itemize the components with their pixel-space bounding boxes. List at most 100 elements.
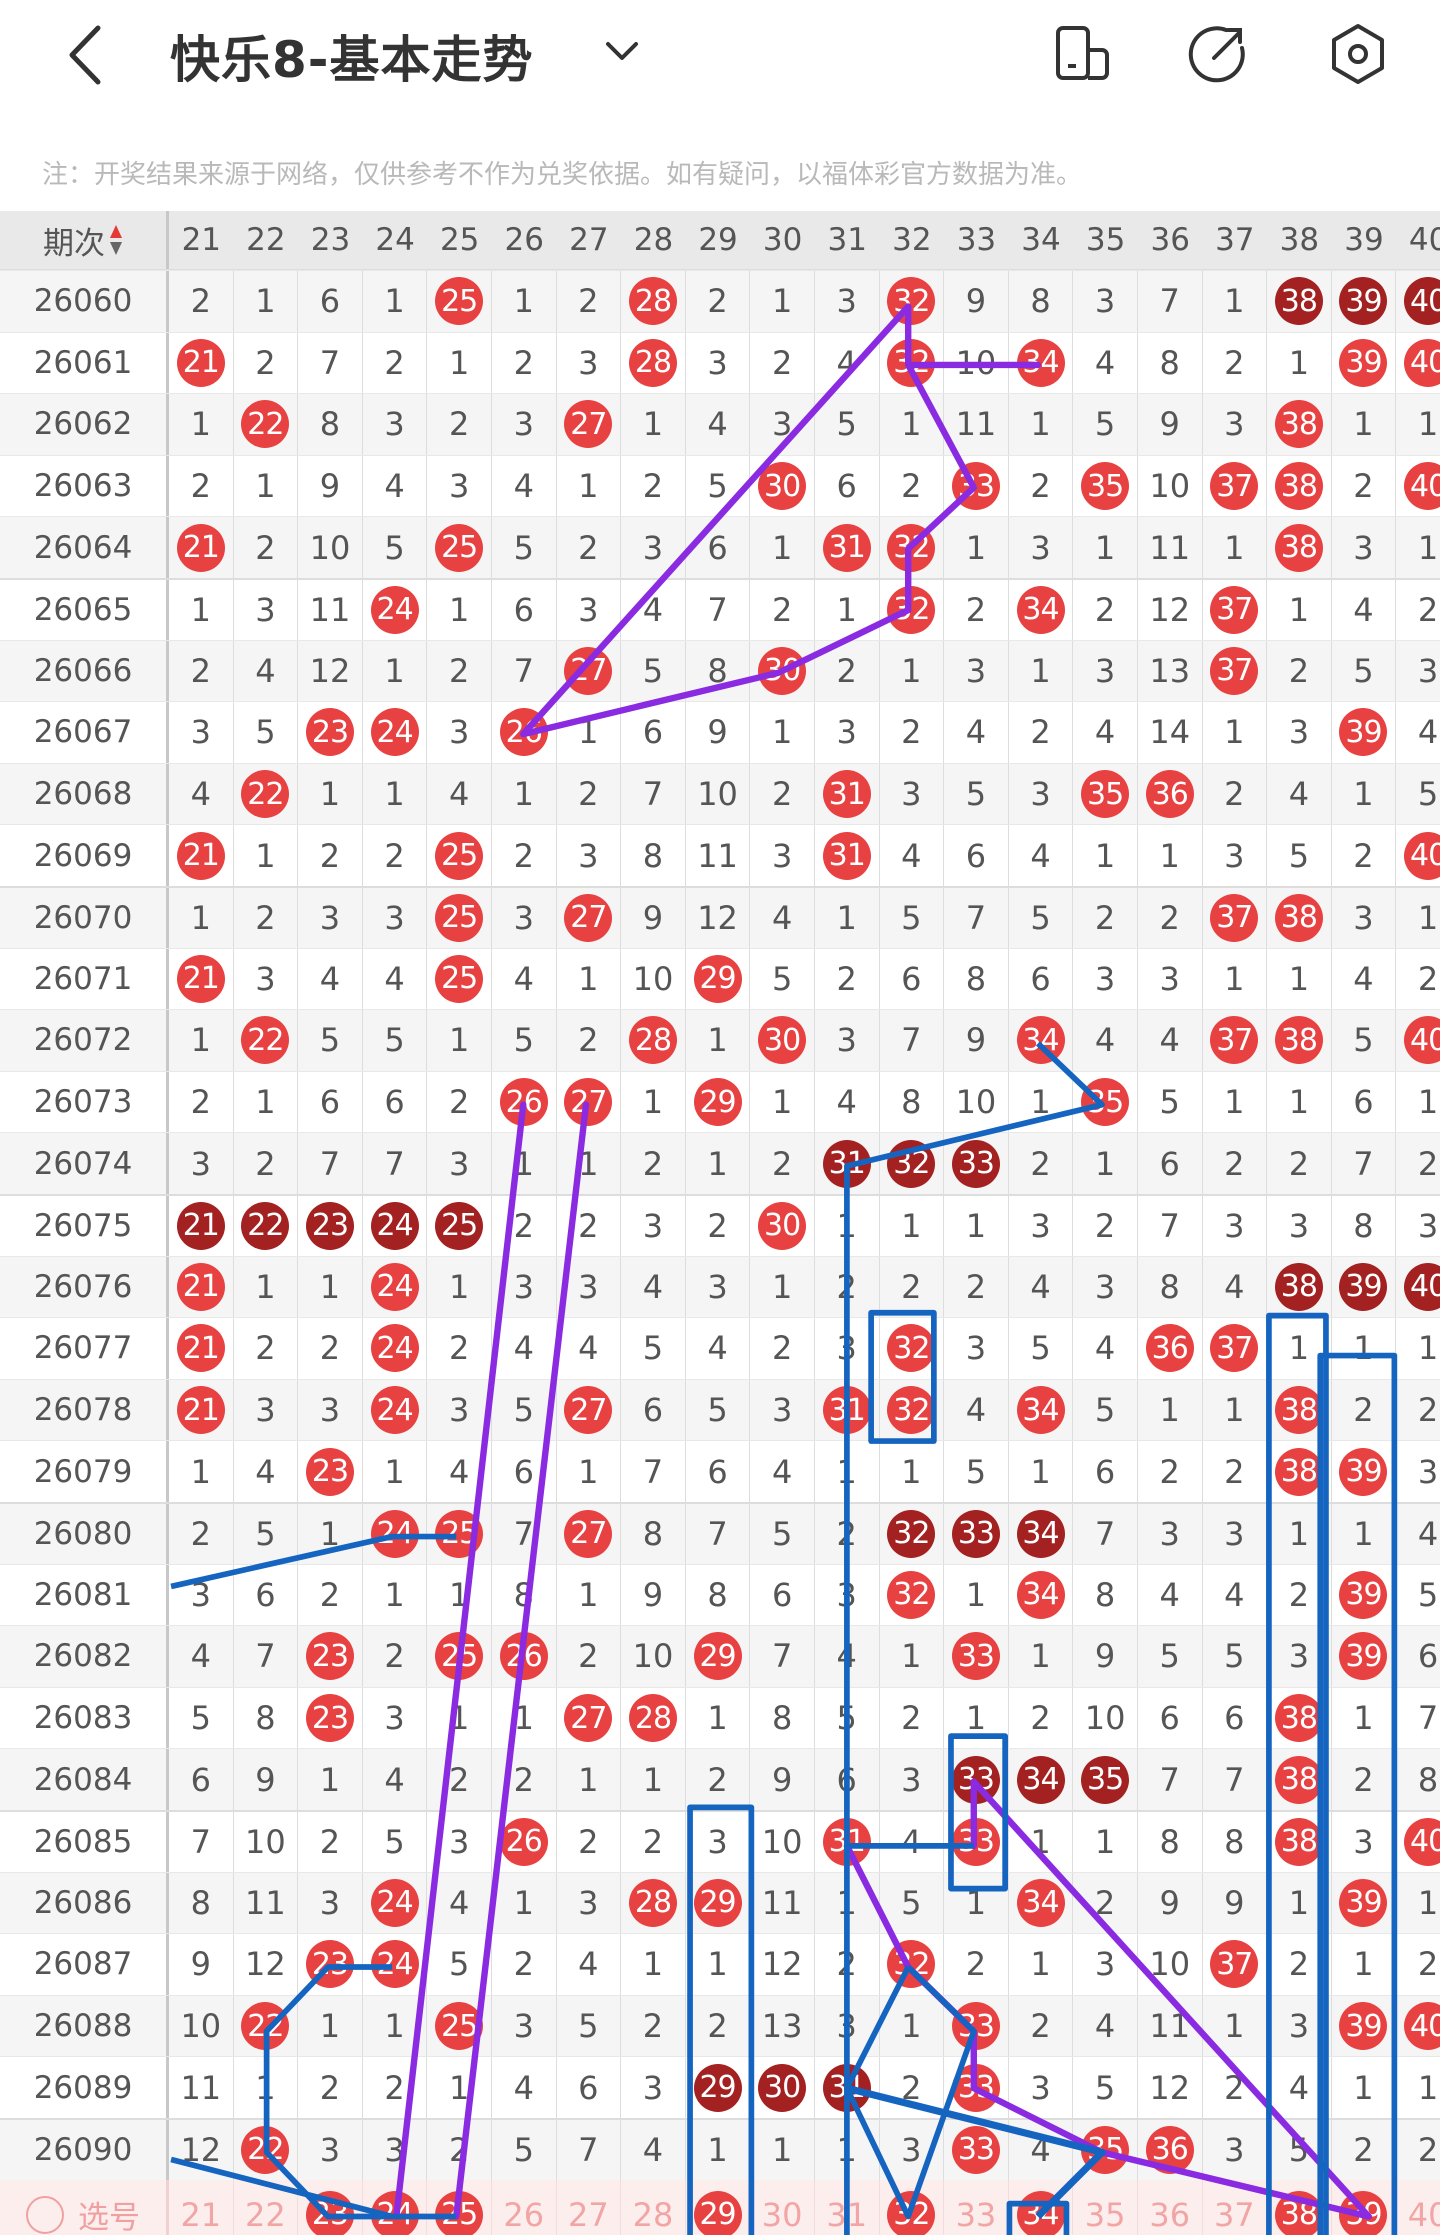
select-number-cell[interactable]: 21 (169, 2179, 234, 2235)
selected-number-ball[interactable]: 34 (1016, 2190, 1065, 2235)
select-number[interactable]: 37 (1213, 2195, 1255, 2234)
select-number-cell[interactable]: 26 (492, 2179, 557, 2235)
select-number[interactable]: 33 (955, 2195, 997, 2234)
select-number-cell[interactable]: 40 (1396, 2180, 1440, 2235)
miss-count: 1 (190, 898, 211, 937)
select-number-cell[interactable]: 38 (1267, 2179, 1332, 2235)
selected-number-ball[interactable]: 29 (693, 2190, 742, 2235)
select-number-cell[interactable]: 28 (621, 2179, 686, 2235)
select-number-cell[interactable]: 31 (815, 2179, 880, 2235)
select-number-cell[interactable]: 30 (750, 2179, 815, 2235)
table-cell: 27 (557, 1071, 622, 1133)
table-cell: 2 (1073, 580, 1138, 640)
miss-count: 1 (965, 1206, 987, 1245)
hit-ball: 23 (305, 708, 354, 757)
select-number[interactable]: 27 (568, 2195, 609, 2234)
period-number: 26088 (0, 1995, 169, 2057)
miss-count: 2 (771, 1329, 793, 1368)
table-cell: 40 (1396, 1010, 1440, 1071)
miss-count: 9 (642, 1575, 664, 1614)
select-number[interactable]: 30 (761, 2195, 803, 2234)
table-cell: 24 (363, 1872, 428, 1934)
table-cell: 4 (1267, 2057, 1332, 2118)
select-number-cell[interactable]: 25 (427, 2179, 492, 2235)
selected-number-ball[interactable]: 38 (1274, 2190, 1323, 2235)
share-button[interactable] (1186, 22, 1250, 86)
select-number-cell[interactable]: 33 (944, 2179, 1009, 2235)
select-number-cell[interactable]: 35 (1073, 2179, 1138, 2235)
layout-button[interactable] (1052, 22, 1116, 86)
miss-count: 3 (1159, 1514, 1180, 1553)
table-cell: 36 (1138, 2120, 1203, 2180)
table-cell: 4 (169, 1626, 234, 1687)
table-cell: 9 (944, 1010, 1009, 1071)
select-number-cell[interactable]: 23 (298, 2179, 363, 2235)
selected-number-ball[interactable]: 23 (305, 2190, 354, 2235)
table-cell: 7 (750, 1626, 815, 1687)
hit-ball: 33 (951, 2125, 1000, 2174)
table-cell: 4 (1073, 332, 1138, 394)
table-cell: 3 (1009, 517, 1074, 578)
select-number[interactable]: 36 (1149, 2195, 1191, 2234)
select-number-cell[interactable]: 36 (1138, 2179, 1203, 2235)
select-number[interactable]: 35 (1084, 2195, 1126, 2234)
lottery-dropdown[interactable] (600, 32, 644, 72)
selected-number-ball[interactable]: 24 (370, 2190, 419, 2235)
hit-ball: 34 (1016, 1016, 1065, 1065)
select-radio-icon[interactable] (26, 2195, 64, 2234)
miss-count: 1 (578, 1452, 599, 1491)
miss-count: 8 (642, 1514, 664, 1553)
select-number[interactable]: 40 (1407, 2195, 1440, 2234)
selected-number-ball[interactable]: 25 (435, 2190, 484, 2235)
selected-number-ball[interactable]: 39 (1339, 2190, 1388, 2235)
select-number-cell[interactable]: 22 (234, 2179, 299, 2235)
table-cell: 1 (1203, 517, 1268, 578)
table-cell: 2 (750, 1133, 815, 1194)
select-number-cell[interactable]: 27 (557, 2179, 622, 2235)
select-number-cell[interactable]: 37 (1203, 2179, 1268, 2235)
select-number[interactable]: 31 (826, 2195, 868, 2234)
select-number-cell[interactable]: 29 (686, 2179, 751, 2235)
table-cell: 5 (1073, 1379, 1138, 1441)
miss-count: 3 (578, 1267, 599, 1306)
streak-ball: 34 (1016, 1755, 1065, 1804)
table-cell: 4 (686, 394, 751, 455)
settings-button[interactable] (1326, 22, 1390, 86)
miss-count: 1 (1288, 959, 1310, 998)
streak-ball: 38 (1274, 277, 1323, 326)
table-cell: 10 (1138, 1934, 1203, 1995)
miss-count: 1 (901, 1637, 922, 1676)
miss-count: 1 (836, 898, 857, 937)
back-button[interactable] (58, 20, 118, 90)
table-cell: 31 (815, 1379, 880, 1441)
table-cell: 25 (427, 1626, 492, 1687)
select-number-cell[interactable]: 39 (1332, 2179, 1397, 2235)
miss-count: 1 (707, 2130, 728, 2169)
select-number[interactable]: 28 (632, 2195, 674, 2234)
select-number-cell[interactable]: 32 (880, 2179, 945, 2235)
table-row: 26086 8 11 3 24 4 1 3 28 29 11 1 5 1 34 2 9 9 1 39 1 (0, 1871, 1440, 1934)
miss-count: 3 (1417, 1452, 1439, 1491)
selected-number-ball[interactable]: 32 (887, 2190, 936, 2235)
select-number[interactable]: 26 (503, 2195, 545, 2234)
table-cell: 2 (880, 702, 945, 763)
table-cell: 2 (1009, 1687, 1074, 1749)
miss-count: 2 (901, 467, 922, 506)
select-number[interactable]: 22 (245, 2195, 286, 2234)
select-number[interactable]: 21 (180, 2195, 222, 2234)
table-cell: 8 (1009, 271, 1074, 332)
miss-count: 5 (642, 651, 664, 690)
select-number-cell[interactable]: 24 (363, 2179, 428, 2235)
miss-count: 1 (255, 2068, 276, 2107)
period-number: 26073 (0, 1071, 169, 1133)
table-cell: 8 (492, 1564, 557, 1626)
table-row: 26067 3 5 23 24 3 26 1 6 9 1 3 2 4 2 4 14 1 3 39 4 (0, 701, 1440, 763)
hit-ball: 32 (887, 338, 936, 387)
miss-count: 5 (319, 1021, 341, 1060)
table-cell: 4 (686, 1318, 751, 1379)
select-number-cell[interactable]: 34 (1009, 2179, 1074, 2235)
select-label[interactable]: 选号 (0, 2179, 169, 2235)
miss-count: 5 (1224, 1637, 1245, 1676)
table-cell: 5 (427, 1934, 492, 1995)
period-sort-header[interactable]: 期次 (0, 211, 169, 269)
